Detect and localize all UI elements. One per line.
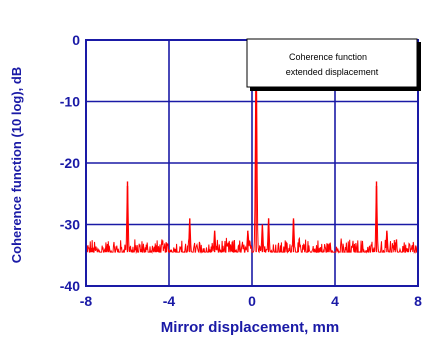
series-line (85, 42, 419, 255)
y-tick-label: 0 (72, 32, 80, 48)
legend-line-2: extended displacement (286, 67, 379, 77)
y-axis-label: Coherence function (10 log), dB (9, 67, 24, 263)
x-tick-label: -4 (163, 293, 176, 309)
x-tick-label: -8 (80, 293, 93, 309)
y-tick-label: -30 (60, 217, 80, 233)
x-axis-label: Mirror displacement, mm (161, 319, 339, 336)
legend-line-1: Coherence function (289, 52, 367, 62)
x-tick-label: 4 (331, 293, 339, 309)
x-tick-label: 8 (414, 293, 422, 309)
x-tick-label: 0 (248, 293, 256, 309)
y-tick-label: -40 (60, 278, 80, 294)
y-tick-label: -10 (60, 94, 80, 110)
legend: Coherence function extended displacement (246, 38, 421, 91)
tick-labels: -8 -4 0 4 80-10-20-30-40 (60, 32, 422, 309)
legend-box (246, 38, 418, 88)
y-tick-label: -20 (60, 155, 80, 171)
